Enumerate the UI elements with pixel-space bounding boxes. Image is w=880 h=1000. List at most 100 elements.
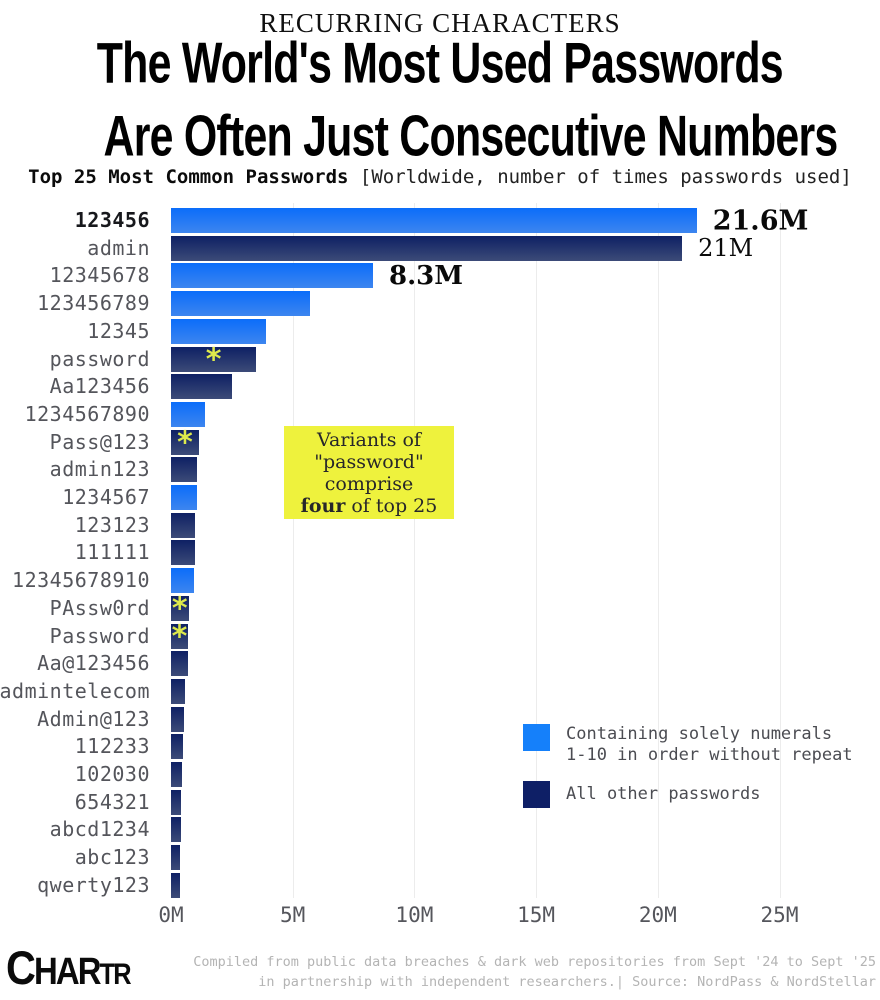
row-label: Pass@123 bbox=[49, 429, 150, 454]
legend-item-numeric: Containing solely numerals 1-10 in order … bbox=[523, 724, 853, 766]
row-label: password bbox=[49, 346, 150, 371]
row-label: abcd1234 bbox=[49, 817, 150, 842]
bar-102030 bbox=[171, 762, 182, 787]
legend-label: Containing solely numerals 1-10 in order … bbox=[566, 724, 853, 766]
row-label: 654321 bbox=[74, 789, 150, 814]
chart-row: 12345678910 bbox=[0, 568, 880, 594]
gridline-15M bbox=[536, 203, 538, 898]
bar-111111 bbox=[171, 540, 196, 566]
chart-row: admintelecom bbox=[0, 678, 880, 704]
chart-row: 12345 bbox=[0, 318, 880, 344]
gridline-20M bbox=[657, 203, 659, 898]
bar-112233 bbox=[171, 734, 183, 760]
chart-row: admin123 bbox=[0, 457, 880, 483]
value-label: 21.6M bbox=[712, 205, 809, 236]
chartr-logo: CHARTR bbox=[6, 942, 132, 996]
row-label: 102030 bbox=[74, 762, 150, 786]
chart-row: password * bbox=[0, 342, 880, 378]
bar-admintelecom bbox=[171, 678, 185, 704]
row-label: 1234567 bbox=[62, 485, 150, 509]
annotation-line: "password" bbox=[314, 451, 424, 473]
row-label: admintelecom bbox=[0, 678, 150, 703]
bar-aa123456 bbox=[171, 374, 232, 400]
bar-123456 bbox=[171, 208, 697, 233]
chart-row: qwerty123 bbox=[0, 872, 880, 898]
bar-passw0rd: * bbox=[171, 591, 189, 627]
legend-item-other: All other passwords bbox=[523, 781, 760, 808]
x-tick-20M: 20M bbox=[638, 903, 677, 927]
chart-subtitle-note: [Worldwide, number of times passwords us… bbox=[359, 166, 852, 188]
row-label: Aa@123456 bbox=[37, 651, 150, 676]
value-label: 21M bbox=[698, 234, 754, 263]
row-label: admin123 bbox=[49, 457, 150, 482]
chart-row: 111111 bbox=[0, 540, 880, 566]
row-label: Password bbox=[49, 623, 150, 648]
row-label: PAssw0rd bbox=[49, 595, 150, 620]
annotation-bold-word: four bbox=[300, 495, 346, 517]
row-label: 12345 bbox=[87, 318, 150, 343]
bar-123456789 bbox=[171, 291, 310, 317]
value-label: 8.3M bbox=[389, 260, 464, 291]
chartr-logo-part-1: C bbox=[6, 942, 36, 995]
row-label: qwerty123 bbox=[37, 872, 150, 897]
chart-row: 1234567 bbox=[0, 485, 880, 510]
bar-admin-123 bbox=[171, 706, 184, 732]
row-label: 1234567890 bbox=[24, 401, 150, 426]
chart-row: Password * bbox=[0, 622, 880, 652]
eyebrow-kicker: RECURRING CHARACTERS bbox=[259, 8, 621, 38]
x-tick-10M: 10M bbox=[395, 903, 434, 927]
bar-1234567 bbox=[171, 485, 197, 510]
source-note-line-2: in partnership with independent research… bbox=[258, 973, 876, 990]
bar-654321 bbox=[171, 789, 182, 815]
chart-row: Admin@123 bbox=[0, 706, 880, 732]
chart-row: 123456 21.6M bbox=[0, 205, 880, 236]
chart-row: abcd1234 bbox=[0, 817, 880, 843]
legend-label-line: Containing solely numerals bbox=[566, 724, 833, 744]
source-note: Compiled from public data breaches & dar… bbox=[193, 953, 876, 992]
bar-12345678 bbox=[171, 263, 374, 289]
source-note-line-1: Compiled from public data breaches & dar… bbox=[193, 954, 876, 970]
title-line-1: The World's Most Used Passwords bbox=[96, 30, 784, 96]
chart-row: 1234567890 bbox=[0, 401, 880, 427]
bar-1234567890 bbox=[171, 401, 206, 427]
chart-row: 12345678 8.3M bbox=[0, 260, 880, 291]
chart-row: 654321 bbox=[0, 789, 880, 815]
x-tick-15M: 15M bbox=[517, 903, 556, 927]
x-tick-0M: 0M bbox=[158, 903, 184, 927]
chart-subtitle-bold: Top 25 Most Common Passwords bbox=[28, 166, 349, 188]
x-tick-5M: 5M bbox=[280, 903, 306, 927]
chart-row: abc123 bbox=[0, 845, 880, 871]
row-label: Admin@123 bbox=[37, 706, 150, 731]
password-variant-asterisk: * bbox=[205, 342, 222, 378]
chart-row: 123456789 bbox=[0, 291, 880, 317]
annotation-callout: Variants of "password" comprise four of top… bbox=[284, 426, 454, 519]
chart-row: 102030 bbox=[0, 762, 880, 787]
password-variant-asterisk: * bbox=[177, 425, 193, 461]
legend-swatch-numeric bbox=[523, 724, 550, 751]
x-tick-25M: 25M bbox=[760, 903, 799, 927]
row-label: 123456789 bbox=[37, 291, 150, 316]
chart-row: Aa@123456 bbox=[0, 651, 880, 677]
gridline-10M bbox=[414, 203, 416, 898]
row-label: 12345678 bbox=[49, 263, 150, 288]
row-label: abc123 bbox=[74, 845, 150, 870]
row-label: 112233 bbox=[74, 734, 150, 759]
bar-qwerty123 bbox=[171, 872, 181, 898]
bar-abcd1234 bbox=[171, 817, 181, 843]
bar-password: * bbox=[171, 622, 189, 652]
chartr-logo-part-2: HAR bbox=[33, 950, 102, 993]
row-label: Aa123456 bbox=[49, 374, 150, 399]
legend-swatch-other bbox=[523, 781, 550, 808]
legend-label: All other passwords bbox=[566, 781, 760, 808]
password-variant-asterisk: * bbox=[171, 591, 188, 627]
gridline-25M bbox=[779, 203, 781, 898]
chart-row: PAssw0rd * bbox=[0, 591, 880, 627]
row-label: 111111 bbox=[74, 540, 150, 565]
chart-row: Pass@123 * bbox=[0, 425, 880, 461]
row-label: 123123 bbox=[74, 512, 150, 537]
row-label: 123456 bbox=[74, 208, 150, 232]
bar-pass-123: * bbox=[171, 425, 199, 461]
chart-row: 123123 bbox=[0, 512, 880, 538]
